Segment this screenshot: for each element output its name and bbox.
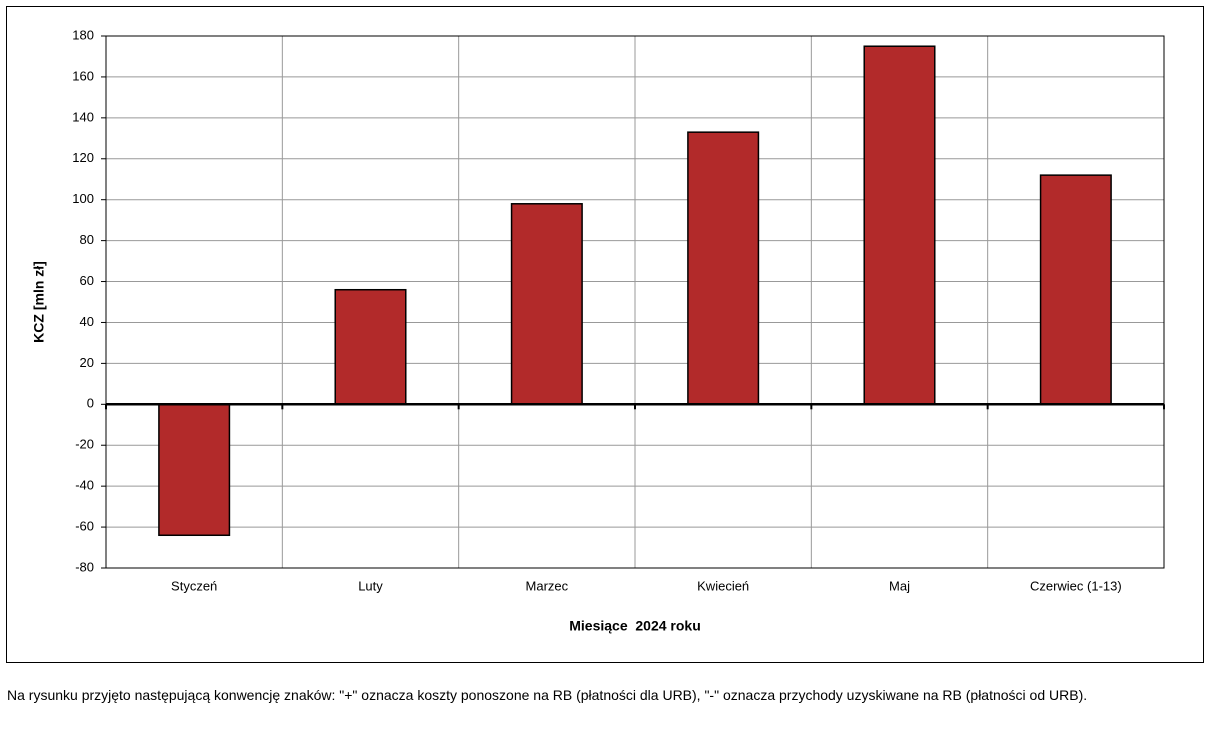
x-axis-title: Miesiące 2024 roku: [569, 618, 701, 634]
x-tick-label: Czerwiec (1-13): [1030, 578, 1122, 593]
y-tick-label: 60: [80, 273, 94, 288]
y-tick-label: 120: [72, 150, 94, 165]
y-tick-label: 140: [72, 109, 94, 124]
y-tick-label: -40: [75, 478, 94, 493]
bar: [687, 131, 760, 406]
x-tick-label: Luty: [358, 578, 383, 593]
bar: [510, 203, 583, 406]
caption: Na rysunku przyjęto następującą konwencj…: [7, 687, 1088, 703]
y-tick-label: 0: [87, 396, 94, 411]
y-tick-label: 160: [72, 68, 94, 83]
x-tick-label: Kwiecień: [697, 578, 749, 593]
bar: [334, 288, 407, 406]
bar: [158, 403, 231, 537]
y-tick-label: 100: [72, 191, 94, 206]
y-tick-label: 80: [80, 232, 94, 247]
bar: [1039, 174, 1112, 406]
y-tick-label: 180: [72, 27, 94, 42]
y-tick-label: 40: [80, 314, 94, 329]
chart: Miesiące 2024 roku KCZ [mln zł] -80 -60 -4…: [6, 6, 1204, 663]
x-tick-label: Maj: [889, 578, 910, 593]
x-tick-label: Styczeń: [171, 578, 217, 593]
bar: [863, 45, 936, 406]
plot-border: [105, 35, 1165, 569]
y-axis-title: KCZ [mln zł]: [31, 261, 47, 343]
y-tick-label: -60: [75, 519, 94, 534]
y-tick-label: 20: [80, 355, 94, 370]
y-tick-label: -20: [75, 437, 94, 452]
x-tick-label: Marzec: [526, 578, 569, 593]
y-tick-label: -80: [75, 559, 94, 574]
